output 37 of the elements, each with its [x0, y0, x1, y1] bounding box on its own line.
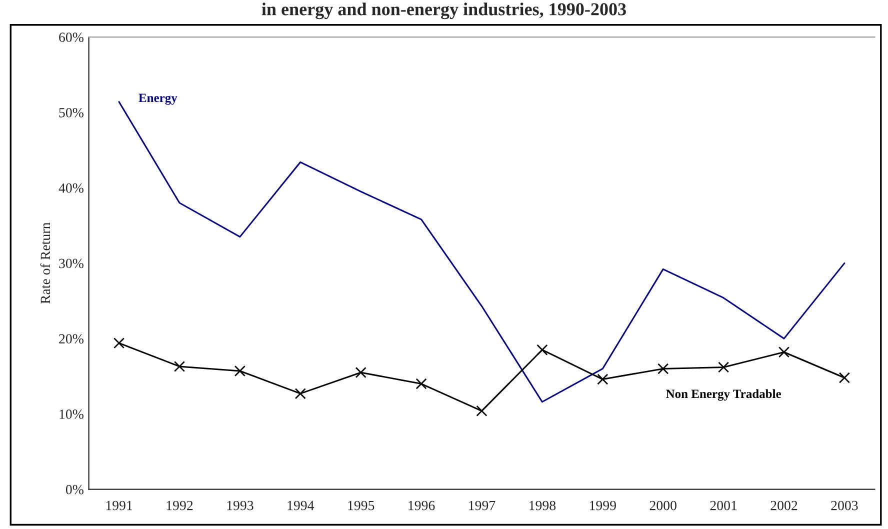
- y-tick-label: 60%: [59, 32, 84, 42]
- y-axis-title: Rate of Return: [40, 222, 50, 304]
- y-tick-label: 30%: [59, 258, 84, 268]
- point: [113, 338, 125, 349]
- y-tick-label: 20%: [59, 334, 84, 344]
- point: [718, 362, 730, 373]
- point: [174, 360, 186, 372]
- series-label: Non Energy Tradable: [666, 389, 781, 401]
- x-tick-label: 1992: [166, 500, 193, 510]
- point: [778, 346, 790, 358]
- chart-title: in energy and non-energy industries, 1990-2003: [262, 2, 626, 20]
- point: [355, 366, 366, 378]
- x-tick-label: 1997: [469, 500, 496, 510]
- point: [597, 374, 608, 385]
- x-tick-label: 1998: [530, 500, 556, 510]
- point: [476, 405, 488, 416]
- y-tick-label: 10%: [60, 410, 84, 419]
- y-tick-label: 0%: [66, 484, 84, 494]
- series-label: Energy: [138, 94, 178, 105]
- point: [416, 378, 427, 390]
- point: [234, 365, 246, 377]
- y-tick-label: 40%: [58, 183, 84, 193]
- x-tick-label: 1999: [590, 500, 616, 510]
- point: [658, 363, 669, 374]
- x-tick-label: 2000: [650, 500, 676, 510]
- x-tick-label: 1993: [227, 500, 254, 510]
- x-tick-label: 1994: [288, 500, 314, 510]
- point: [294, 388, 306, 400]
- x-tick-label: 1995: [348, 500, 374, 510]
- x-tick-label: 1996: [408, 500, 435, 510]
- y-tick-label: 50%: [59, 108, 84, 118]
- x-tick-label: 2001: [710, 500, 737, 510]
- x-tick-label: 1991: [106, 500, 132, 510]
- x-tick-label: 2002: [770, 500, 798, 510]
- x-tick-label: 2003: [831, 500, 858, 510]
- point: [536, 344, 548, 356]
- point: [838, 372, 850, 384]
